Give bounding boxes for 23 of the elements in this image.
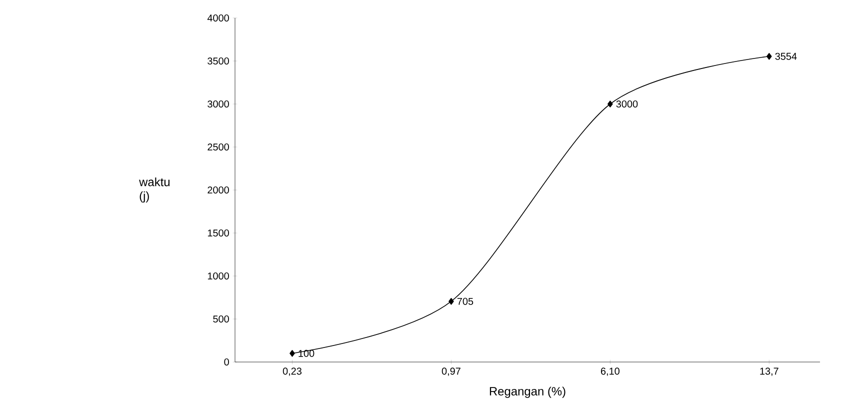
data-label: 3554: [775, 52, 797, 60]
x-tick-label: 13,7: [760, 368, 778, 376]
y-tick-label: 0: [224, 358, 229, 366]
x-tick-label: 0,97: [442, 368, 460, 376]
x-tick-label: 0,23: [282, 368, 302, 376]
point: [608, 100, 613, 108]
y-tick-label: 3500: [208, 57, 229, 65]
y-tick-label: 1500: [208, 229, 229, 237]
data-label: 3000: [616, 100, 638, 108]
point: [448, 298, 454, 305]
point: [290, 350, 295, 357]
data-label: 100: [298, 350, 314, 357]
point: [766, 52, 772, 60]
x-tick-label: 6,10: [600, 368, 620, 376]
data-label: 705: [457, 298, 474, 305]
y-tick-label: 1000: [208, 272, 229, 280]
y-tick-label: 3000: [208, 100, 229, 108]
y-axis-title: waktu (j): [139, 177, 170, 203]
y-tick-label: 2000: [208, 186, 229, 194]
y-tick-label: 4000: [207, 14, 229, 22]
y-tick-label: 500: [213, 315, 229, 323]
y-tick-label: 2500: [208, 143, 229, 151]
x-axis-title: Regangan (%): [490, 386, 566, 398]
